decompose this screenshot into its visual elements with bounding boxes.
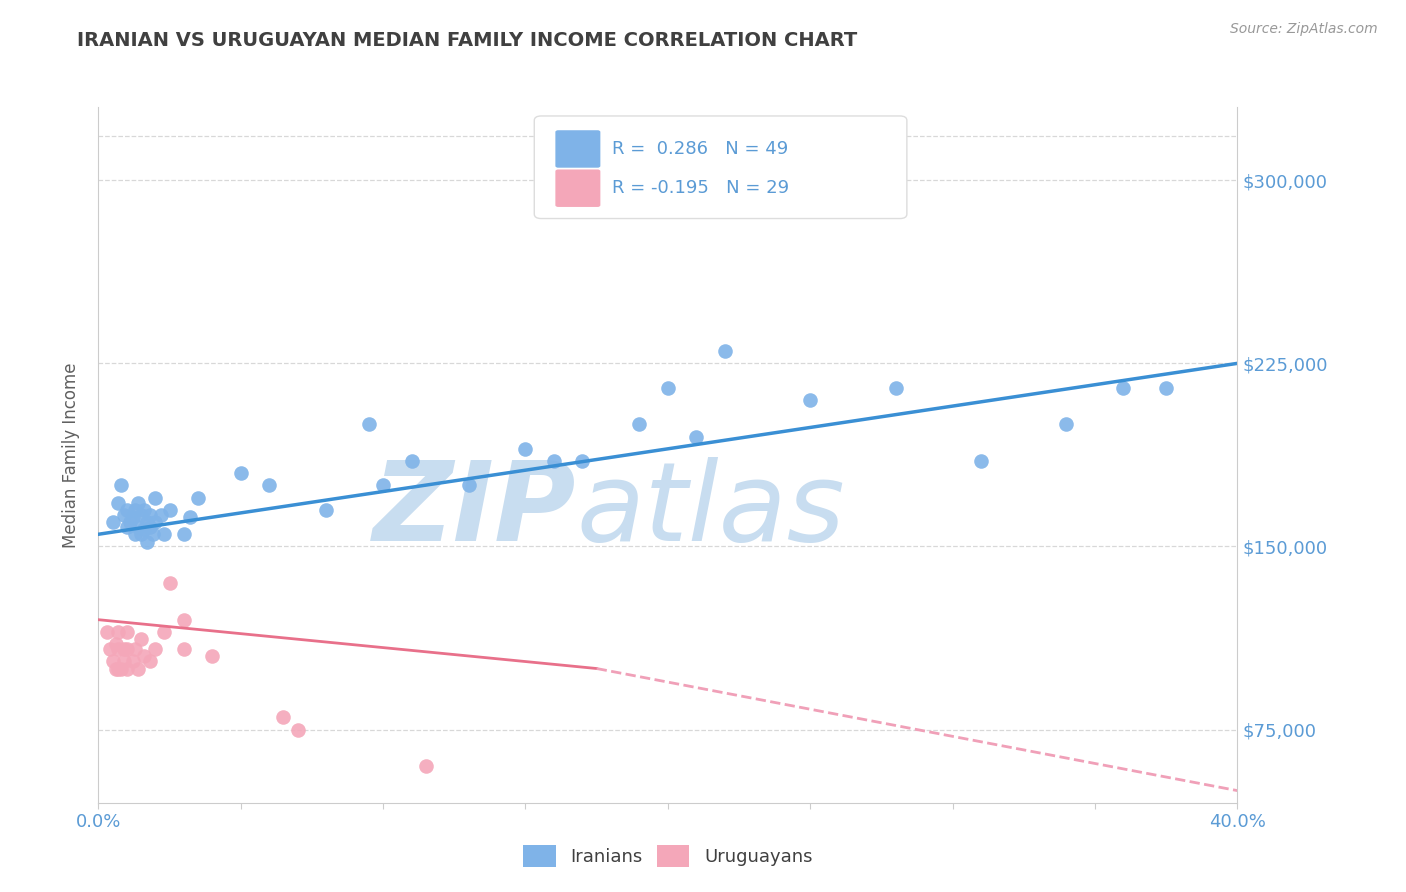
Point bbox=[101, 654, 124, 668]
Point bbox=[124, 527, 146, 541]
Point bbox=[124, 642, 146, 657]
Point bbox=[127, 495, 149, 509]
Legend: Iranians, Uruguayans: Iranians, Uruguayans bbox=[516, 838, 820, 874]
Point bbox=[1154, 381, 1177, 395]
Text: Source: ZipAtlas.com: Source: ZipAtlas.com bbox=[1230, 22, 1378, 37]
Point bbox=[129, 527, 152, 541]
Text: ZIP: ZIP bbox=[373, 457, 576, 564]
Point bbox=[685, 429, 707, 443]
Point bbox=[127, 520, 149, 534]
Point bbox=[112, 654, 135, 668]
Point bbox=[970, 454, 993, 468]
Point bbox=[138, 520, 160, 534]
Y-axis label: Median Family Income: Median Family Income bbox=[62, 362, 80, 548]
Point bbox=[173, 613, 195, 627]
Point bbox=[110, 661, 132, 675]
Text: IRANIAN VS URUGUAYAN MEDIAN FAMILY INCOME CORRELATION CHART: IRANIAN VS URUGUAYAN MEDIAN FAMILY INCOM… bbox=[77, 31, 858, 50]
Point bbox=[179, 510, 201, 524]
Point bbox=[145, 515, 167, 529]
Point bbox=[118, 515, 141, 529]
Point bbox=[714, 344, 737, 359]
Point bbox=[173, 642, 195, 657]
Point bbox=[657, 381, 679, 395]
Point bbox=[628, 417, 651, 432]
Point bbox=[287, 723, 309, 737]
Point bbox=[159, 576, 181, 591]
Point bbox=[104, 637, 127, 651]
Point bbox=[145, 491, 167, 505]
Point bbox=[121, 510, 143, 524]
Point bbox=[138, 654, 160, 668]
Point bbox=[115, 520, 138, 534]
Point bbox=[127, 661, 149, 675]
Point bbox=[96, 624, 118, 639]
Point bbox=[229, 467, 252, 481]
Point bbox=[112, 508, 135, 522]
Point bbox=[129, 508, 152, 522]
Point bbox=[515, 442, 537, 456]
Point bbox=[357, 417, 380, 432]
Point bbox=[145, 642, 167, 657]
Point bbox=[201, 649, 224, 664]
Point bbox=[153, 624, 176, 639]
Point bbox=[799, 392, 821, 407]
Point bbox=[121, 654, 143, 668]
Point bbox=[107, 495, 129, 509]
Text: R = -0.195   N = 29: R = -0.195 N = 29 bbox=[612, 179, 789, 197]
Point bbox=[112, 642, 135, 657]
Point bbox=[138, 508, 160, 522]
Point bbox=[132, 522, 155, 536]
Point bbox=[173, 527, 195, 541]
Point bbox=[135, 515, 157, 529]
Point bbox=[401, 454, 423, 468]
Point bbox=[187, 491, 209, 505]
Point bbox=[115, 503, 138, 517]
Point bbox=[571, 454, 593, 468]
Point bbox=[150, 508, 173, 522]
Point bbox=[315, 503, 337, 517]
Point bbox=[107, 661, 129, 675]
Point bbox=[884, 381, 907, 395]
Point bbox=[107, 642, 129, 657]
Point bbox=[129, 632, 152, 647]
Point bbox=[107, 624, 129, 639]
Point bbox=[153, 527, 176, 541]
Point bbox=[135, 534, 157, 549]
Point bbox=[124, 503, 146, 517]
Point bbox=[259, 478, 281, 492]
Point bbox=[115, 624, 138, 639]
Point bbox=[543, 454, 565, 468]
Point bbox=[1056, 417, 1078, 432]
Point bbox=[415, 759, 437, 773]
Point bbox=[115, 642, 138, 657]
Point bbox=[273, 710, 295, 724]
Point bbox=[132, 649, 155, 664]
Point bbox=[457, 478, 479, 492]
Point bbox=[141, 527, 163, 541]
Point bbox=[159, 503, 181, 517]
Point bbox=[101, 515, 124, 529]
Point bbox=[110, 478, 132, 492]
Point bbox=[1112, 381, 1135, 395]
Point bbox=[373, 478, 395, 492]
Point bbox=[132, 503, 155, 517]
Point bbox=[98, 642, 121, 657]
Point bbox=[115, 661, 138, 675]
Text: atlas: atlas bbox=[576, 457, 845, 564]
Point bbox=[104, 661, 127, 675]
Text: R =  0.286   N = 49: R = 0.286 N = 49 bbox=[612, 140, 787, 158]
